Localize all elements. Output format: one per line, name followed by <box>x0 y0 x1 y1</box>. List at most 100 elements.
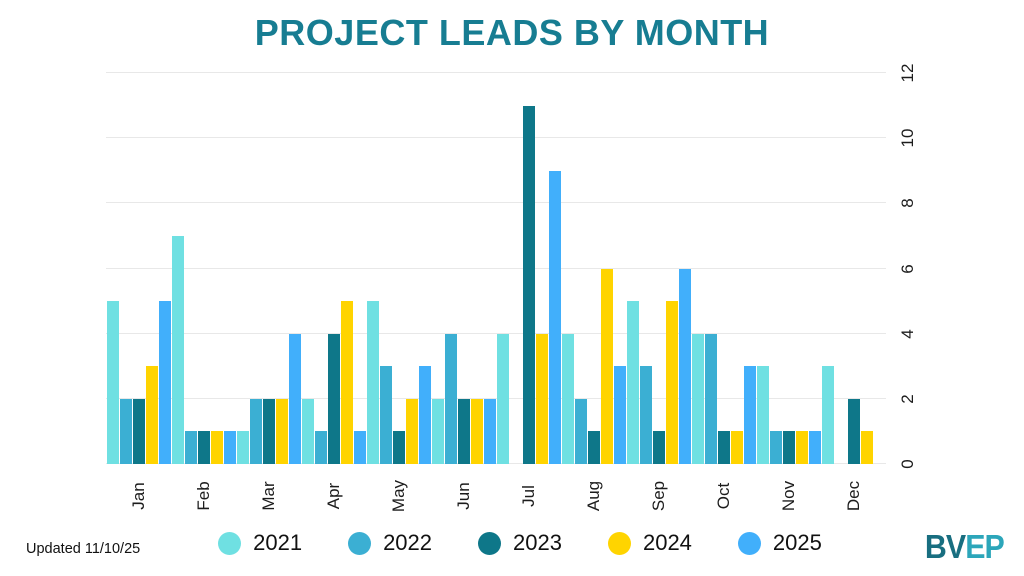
bar-2022-Mar <box>249 398 262 464</box>
bar-2024-Nov <box>795 431 808 464</box>
legend-item-2021: 2021 <box>218 530 302 556</box>
bar-2023-Jan <box>132 398 145 464</box>
bar-2022-Nov <box>769 431 782 464</box>
bar-2024-Jan <box>145 366 158 464</box>
gridline-12 <box>106 72 886 73</box>
bar-2021-Jul <box>496 333 509 464</box>
legend-label-2022: 2022 <box>383 530 433 555</box>
bar-2025-Jun <box>483 398 496 464</box>
bar-2024-Feb <box>210 431 223 464</box>
bar-2025-Feb <box>223 431 236 464</box>
bar-2022-Jan <box>119 398 132 464</box>
legend-label-2023: 2023 <box>513 530 562 555</box>
bar-2022-Apr <box>314 431 327 464</box>
x-tick-label-Feb: Feb <box>193 481 213 511</box>
bar-2022-Aug <box>574 398 587 464</box>
y-tick-label-2: 2 <box>898 394 917 404</box>
plot-area <box>106 72 886 464</box>
bar-2022-Jun <box>444 333 457 464</box>
logo-part-light: EP <box>965 528 1005 565</box>
bar-2025-Nov <box>808 431 821 464</box>
x-tick-label-Sep: Sep <box>648 480 668 512</box>
gridline-8 <box>106 202 886 204</box>
legend-item-2024: 2024 <box>607 530 692 556</box>
bar-2021-Apr <box>301 398 314 464</box>
bar-2022-Sep <box>639 366 652 464</box>
gridline-6 <box>106 267 886 269</box>
legend: 2021 2022 2023 2024 2025 <box>150 530 890 556</box>
x-tick-label-Jun: Jun <box>453 482 473 510</box>
legend-item-2023: 2023 <box>478 530 562 556</box>
y-tick-label-4: 4 <box>898 328 917 339</box>
bar-2025-Jul <box>548 170 561 464</box>
bar-2023-Nov <box>782 431 795 464</box>
y-tick-label-0: 0 <box>898 459 917 469</box>
gridline-10 <box>106 137 886 139</box>
y-tick-label-10: 10 <box>898 128 917 148</box>
bar-2025-Aug <box>613 366 626 464</box>
bar-2022-May <box>379 366 392 464</box>
y-tick-label-8: 8 <box>898 198 917 209</box>
x-tick-label-Jul: Jul <box>518 485 538 507</box>
legend-label-2021: 2021 <box>253 530 303 555</box>
y-tick-label-6: 6 <box>898 263 917 274</box>
bar-2025-Oct <box>743 366 756 464</box>
x-tick-label-Jan: Jan <box>128 482 148 510</box>
legend-label-2025: 2025 <box>772 530 822 555</box>
gridline-2 <box>106 397 886 399</box>
bar-2021-Oct <box>691 333 704 464</box>
bar-2025-Apr <box>353 431 366 464</box>
bar-2025-Jan <box>158 301 171 464</box>
logo-part-dark: BV <box>924 528 966 565</box>
x-tick-label-Aug: Aug <box>583 480 603 512</box>
bar-group-Jul <box>496 73 561 464</box>
bar-group-Feb <box>171 73 236 464</box>
bar-2021-Nov <box>756 366 769 464</box>
x-tick-label-Nov: Nov <box>778 480 798 512</box>
bar-2024-Jun <box>470 398 483 464</box>
bar-2025-May <box>418 366 431 464</box>
bar-group-Aug <box>561 73 626 464</box>
bar-2023-May <box>392 431 405 464</box>
chart-title: PROJECT LEADS BY MONTH <box>254 12 770 53</box>
bar-2024-Dec <box>860 431 873 464</box>
gridline-4 <box>106 332 886 334</box>
gridline-0 <box>106 463 886 464</box>
legend-swatch-2021 <box>218 531 242 555</box>
updated-note: Updated 11/10/25 <box>26 541 141 557</box>
bar-2023-Apr <box>327 333 340 464</box>
bar-group-Dec <box>821 73 886 464</box>
bar-2024-Jul <box>535 333 548 464</box>
bar-2023-Dec <box>847 398 860 464</box>
bar-group-Sep <box>626 73 691 464</box>
bar-2023-Oct <box>717 431 730 464</box>
legend-swatch-2025 <box>737 531 761 555</box>
bar-group-Oct <box>691 73 756 464</box>
bar-group-Jan <box>106 73 171 464</box>
bar-2023-Aug <box>587 431 600 464</box>
x-tick-label-May: May <box>388 479 408 513</box>
bar-2021-Feb <box>171 235 184 464</box>
bar-2021-Mar <box>236 431 249 464</box>
legend-item-2025: 2025 <box>737 530 822 556</box>
bar-group-Apr <box>301 73 366 464</box>
bar-2025-Mar <box>288 333 301 464</box>
bar-2022-Oct <box>704 333 717 464</box>
y-tick-label-12: 12 <box>898 63 917 83</box>
bar-2023-Feb <box>197 431 210 464</box>
x-tick-label-Dec: Dec <box>843 480 863 512</box>
bar-group-Nov <box>756 73 821 464</box>
bar-2021-May <box>366 301 379 464</box>
legend-swatch-2022 <box>348 531 372 555</box>
bar-2025-Sep <box>678 268 691 464</box>
bar-2023-Jun <box>457 398 470 464</box>
bar-2024-Oct <box>730 431 743 464</box>
bvep-logo: BVEP <box>924 528 1005 566</box>
bar-2022-Feb <box>184 431 197 464</box>
legend-label-2024: 2024 <box>642 530 692 555</box>
legend-item-2022: 2022 <box>348 530 432 556</box>
bar-group-Mar <box>236 73 301 464</box>
bar-2023-Jul <box>522 105 535 464</box>
bar-2024-Mar <box>275 398 288 464</box>
